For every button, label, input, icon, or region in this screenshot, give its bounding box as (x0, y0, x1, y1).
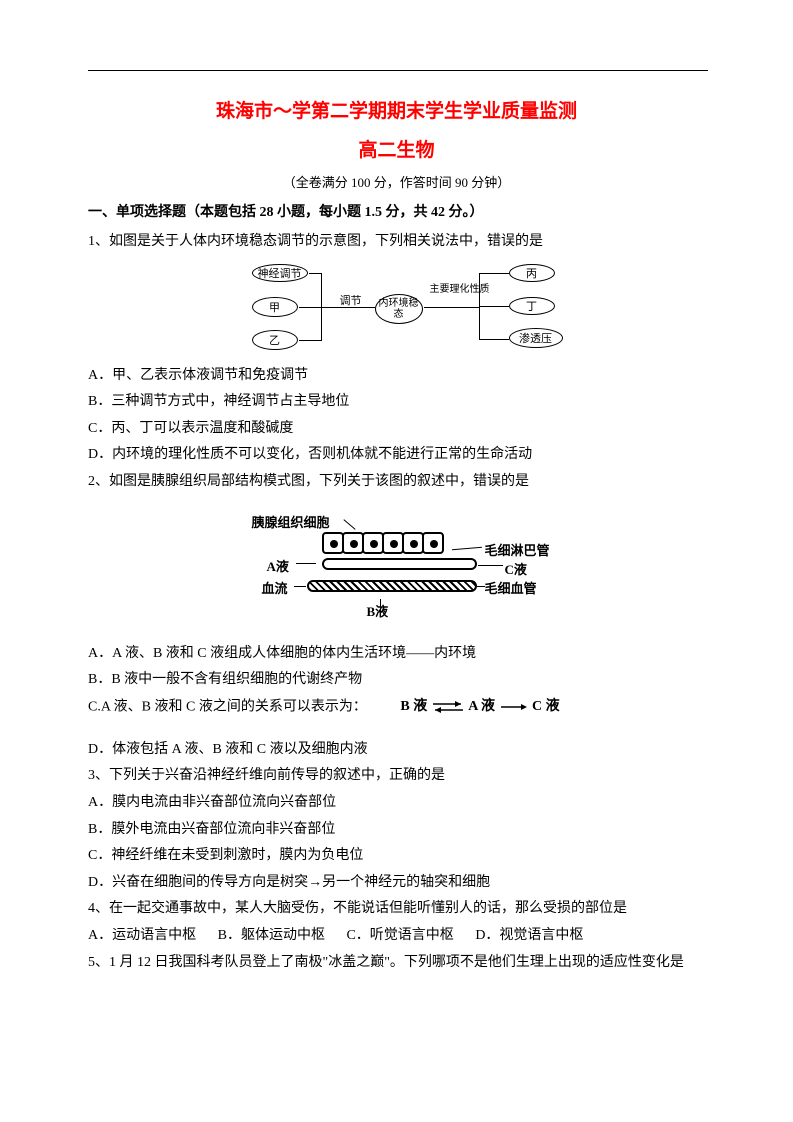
q1-option-d: D．内环境的理化性质不可以变化，否则机体就不能进行正常的生命活动 (88, 442, 705, 469)
d1-node-jia: 甲 (252, 297, 298, 317)
d2-label-aye: A液 (267, 556, 289, 575)
d1-label-tiaojie: 调节 (340, 292, 362, 308)
d1-label-zhuyao: 主要理化性质 (430, 284, 490, 295)
q2-option-d: D．体液包括 A 液、B 液和 C 液以及细胞内液 (88, 737, 705, 764)
q4-stem: 4、在一起交通事故中，某人大脑受伤，不能说话但能听懂别人的话，那么受损的部位是 (88, 896, 705, 923)
q5-stem: 5、1 月 12 日我国科考队员登上了南极"冰盖之巅"。下列哪项不是他们生理上出… (88, 950, 705, 977)
d2-blood-tube (307, 580, 477, 592)
d1-node-shenjing: 神经调节 (252, 264, 308, 282)
q4-options: A．运动语言中枢 B．躯体运动中枢 C．听觉语言中枢 D．视觉语言中枢 (88, 923, 705, 950)
d1-node-bing: 丙 (509, 264, 555, 282)
q2c-b: B 液 (400, 699, 427, 714)
d2-cells-row (322, 532, 442, 554)
main-title: 珠海市～学第二学期期末学生学业质量监测 (88, 96, 705, 123)
q4-option-c: C．听觉语言中枢 (346, 923, 453, 950)
d2-label-xueguan: 毛细血管 (485, 578, 537, 597)
d2-label-bye: B液 (367, 601, 389, 620)
exam-info: （全卷满分 100 分，作答时间 90 分钟） (88, 172, 705, 191)
d1-node-shentou: 渗透压 (509, 328, 563, 348)
q2c-a: A 液 (468, 699, 495, 714)
top-rule (88, 70, 708, 71)
d2-label-linba: 毛细淋巴管 (485, 540, 550, 559)
q4-option-b: B．躯体运动中枢 (218, 923, 325, 950)
q2-stem: 2、如图是胰腺组织局部结构模式图，下列关于该图的叙述中，错误的是 (88, 469, 705, 496)
q1-option-c: C．丙、丁可以表示温度和酸碱度 (88, 416, 705, 443)
q3-option-b: B．膜外电流由兴奋部位流向非兴奋部位 (88, 817, 705, 844)
q1-diagram: 神经调节 甲 乙 内环境稳态 丙 丁 渗透压 调节 主要理化性质 (88, 262, 705, 357)
d2-label-xueliu: 血流 (262, 578, 288, 597)
q1-option-b: B．三种调节方式中，神经调节占主导地位 (88, 389, 705, 416)
q3-option-c: C．神经纤维在未受到刺激时，膜内为负电位 (88, 843, 705, 870)
q2-option-c-text: C.A 液、B 液和 C 液之间的关系可以表示为： (88, 699, 367, 714)
d1-node-ding: 丁 (509, 297, 555, 315)
q3-option-d: D．兴奋在细胞间的传导方向是树突→另一个神经元的轴突和细胞 (88, 870, 705, 897)
q3-stem: 3、下列关于兴奋沿神经纤维向前传导的叙述中，正确的是 (88, 763, 705, 790)
q2c-c: C 液 (532, 699, 560, 714)
d2-label-cells: 胰腺组织细胞 (252, 512, 330, 531)
q2-option-c: C.A 液、B 液和 C 液之间的关系可以表示为： B 液 A 液 C 液 (88, 694, 705, 721)
q2-option-b: B．B 液中一般不含有组织细胞的代谢终产物 (88, 667, 705, 694)
q2-diagram: 胰腺组织细胞 A液 血流 B液 毛细淋巴管 C液 毛细血管 (88, 506, 705, 631)
section-1-header: 一、单项选择题（本题包括 28 小题，每小题 1.5 分，共 42 分。） (88, 201, 705, 221)
d2-label-cye: C液 (505, 559, 527, 578)
q4-option-d: D．视觉语言中枢 (475, 923, 583, 950)
q4-option-a: A．运动语言中枢 (88, 923, 196, 950)
q3-option-a: A．膜内电流由非兴奋部位流向兴奋部位 (88, 790, 705, 817)
q1-option-a: A．甲、乙表示体液调节和免疫调节 (88, 363, 705, 390)
d2-lymph-tube (322, 558, 477, 570)
sub-title: 高二生物 (88, 135, 705, 162)
q1-stem: 1、如图是关于人体内环境稳态调节的示意图，下列相关说法中，错误的是 (88, 229, 705, 256)
q2-c-diagram: B 液 A 液 C 液 (400, 694, 559, 721)
q2-option-a: A．A 液、B 液和 C 液组成人体细胞的体内生活环境——内环境 (88, 641, 705, 668)
d1-node-neihuanjing: 内环境稳态 (375, 294, 423, 324)
d1-node-yi: 乙 (252, 330, 298, 350)
